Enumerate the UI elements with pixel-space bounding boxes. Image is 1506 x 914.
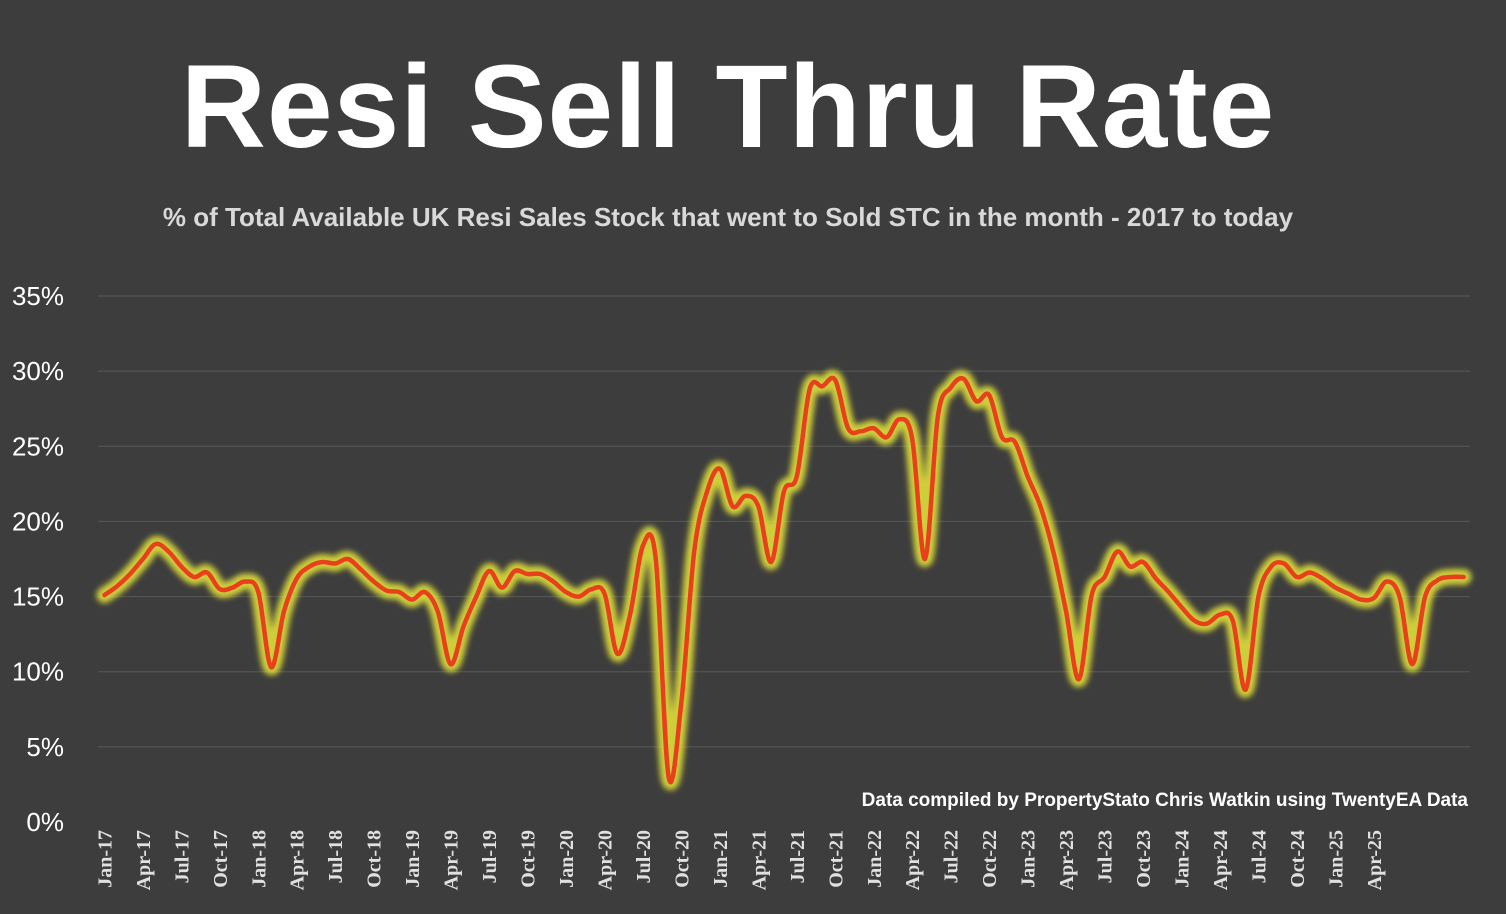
- x-tick-label: Apr-24: [1210, 830, 1232, 890]
- x-tick-label: Oct-24: [1287, 830, 1309, 888]
- source-note: Data compiled by PropertyStato Chris Wat…: [861, 790, 1468, 811]
- chart-title: Resi Sell Thru Rate: [180, 41, 1276, 173]
- x-tick-label: Jan-20: [556, 830, 578, 888]
- x-tick-label: Oct-22: [979, 830, 1001, 888]
- x-tick-label: Jul-24: [1248, 830, 1270, 883]
- x-tick-label: Jan-21: [710, 830, 732, 888]
- x-tick-label: Jul-17: [171, 830, 193, 883]
- x-tick-label: Jan-25: [1325, 830, 1347, 888]
- chart-subtitle: % of Total Available UK Resi Sales Stock…: [162, 202, 1294, 232]
- x-tick-label: Oct-19: [518, 830, 540, 888]
- x-tick-label: Jan-24: [1171, 830, 1193, 888]
- x-tick-label: Apr-22: [902, 830, 924, 890]
- y-tick-label: 0%: [26, 807, 64, 837]
- x-tick-label: Oct-20: [671, 830, 693, 888]
- x-tick-label: Oct-17: [210, 830, 232, 888]
- x-tick-label: Jan-23: [1018, 830, 1040, 888]
- x-tick-label: Oct-18: [364, 830, 386, 888]
- x-tick-label: Oct-23: [1133, 830, 1155, 888]
- x-tick-label: Jan-18: [248, 830, 270, 888]
- y-tick-label: 35%: [12, 281, 64, 311]
- y-tick-label: 20%: [12, 506, 64, 536]
- x-tick-label: Apr-21: [748, 830, 770, 890]
- x-tick-label: Jul-19: [479, 830, 501, 883]
- y-tick-label: 5%: [26, 732, 64, 762]
- x-tick-label: Apr-18: [287, 830, 309, 890]
- x-tick-label: Jan-19: [402, 830, 424, 888]
- x-tick-label: Jul-20: [633, 830, 655, 883]
- x-tick-label: Jul-23: [1095, 830, 1117, 883]
- x-tick-label: Apr-19: [441, 830, 463, 890]
- x-tick-label: Apr-23: [1056, 830, 1078, 890]
- y-tick-label: 30%: [12, 356, 64, 386]
- x-tick-label: Jan-17: [94, 830, 116, 888]
- y-tick-label: 15%: [12, 582, 64, 612]
- series-line: [102, 375, 1466, 785]
- x-tick-label: Apr-20: [594, 830, 616, 890]
- x-tick-label: Jan-22: [864, 830, 886, 888]
- x-tick-label: Jul-18: [325, 830, 347, 883]
- x-tick-label: Oct-21: [825, 830, 847, 888]
- series-line-glow: [96, 369, 1472, 791]
- x-tick-label: Jul-22: [941, 830, 963, 883]
- x-tick-label: Apr-17: [133, 830, 155, 890]
- y-tick-label: 10%: [12, 657, 64, 687]
- y-tick-label: 25%: [12, 431, 64, 461]
- x-tick-label: Jul-21: [787, 830, 809, 883]
- x-tick-label: Apr-25: [1364, 830, 1386, 890]
